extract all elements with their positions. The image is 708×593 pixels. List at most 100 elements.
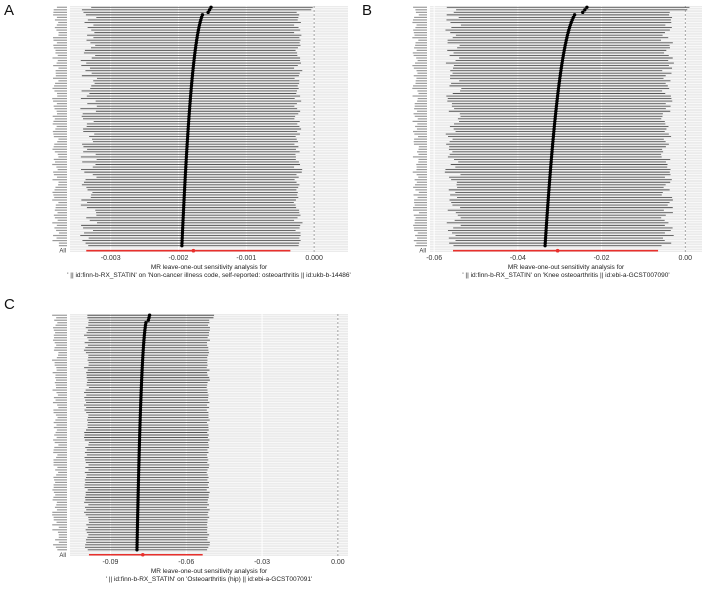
- estimate-point: [183, 180, 187, 184]
- estimate-point: [192, 53, 197, 58]
- estimate-point: [553, 119, 557, 124]
- estimate-point: [186, 119, 191, 124]
- estimate-point: [561, 53, 566, 58]
- estimate-point: [136, 485, 141, 490]
- estimate-point: [139, 393, 143, 397]
- estimate-point: [140, 375, 144, 380]
- estimate-point: [136, 488, 140, 492]
- estimate-point: [185, 142, 189, 146]
- estimate-point: [136, 505, 140, 510]
- estimate-point: [186, 127, 190, 131]
- estimate-point: [180, 241, 184, 245]
- estimate-point: [137, 438, 142, 442]
- estimate-point: [186, 122, 191, 126]
- estimate-point: [135, 548, 139, 552]
- estimate-point: [186, 132, 190, 136]
- estimate-point: [192, 56, 196, 60]
- estimate-point: [544, 231, 548, 235]
- estimate-point: [546, 200, 550, 205]
- estimate-point: [135, 525, 140, 530]
- estimate-point: [184, 155, 189, 159]
- x-tick-label: 0.00: [678, 255, 692, 262]
- estimate-point: [140, 368, 144, 372]
- estimate-point: [551, 134, 556, 139]
- estimate-point: [193, 48, 197, 53]
- estimate-point: [581, 10, 585, 15]
- estimate-point: [196, 30, 200, 35]
- estimate-point: [184, 165, 188, 169]
- estimate-point: [136, 473, 141, 477]
- estimate-point: [545, 210, 549, 215]
- estimate-point: [560, 61, 564, 65]
- estimate-point: [553, 114, 558, 119]
- overall-label: All: [419, 249, 426, 255]
- estimate-point: [558, 76, 562, 80]
- estimate-point: [190, 71, 195, 75]
- estimate-point: [548, 170, 553, 174]
- estimate-point: [136, 498, 140, 502]
- estimate-point: [548, 175, 552, 179]
- panel-c: C All -0.09 -0.06 -0.03 0.00 MR leave-one-out…: [0, 294, 360, 593]
- estimate-point: [562, 51, 566, 55]
- estimate-point: [551, 137, 555, 141]
- estimate-point: [183, 172, 188, 177]
- estimate-point: [137, 458, 141, 462]
- estimate-point: [182, 185, 187, 190]
- panel-b: B All -0.06 -0.04 -0.02 0.00 MR leave-one-out…: [362, 0, 708, 290]
- estimate-point: [137, 460, 141, 465]
- estimate-point: [190, 74, 195, 78]
- estimate-point: [183, 175, 187, 179]
- estimate-point: [551, 139, 555, 144]
- estimate-point: [547, 183, 552, 187]
- estimate-point: [137, 463, 141, 467]
- estimate-point: [550, 142, 555, 146]
- estimate-point: [142, 336, 146, 340]
- estimate-point: [559, 66, 563, 70]
- estimate-point: [550, 147, 554, 151]
- estimate-point: [552, 124, 557, 129]
- estimate-point: [182, 188, 187, 192]
- estimate-point: [189, 84, 194, 88]
- estimate-point: [183, 178, 187, 182]
- estimate-point: [553, 112, 558, 116]
- x-tick-label: -0.03: [254, 559, 270, 566]
- estimate-point: [558, 74, 562, 78]
- estimate-point: [181, 216, 185, 220]
- estimate-point: [198, 20, 202, 25]
- estimate-point: [180, 231, 185, 235]
- estimate-point: [184, 157, 188, 162]
- estimate-point: [146, 318, 151, 322]
- x-tick-label: -0.003: [101, 255, 121, 262]
- estimate-point: [189, 86, 193, 91]
- estimate-point: [187, 117, 191, 121]
- estimate-point: [183, 183, 187, 187]
- estimate-point: [543, 243, 547, 248]
- estimate-point: [550, 145, 555, 149]
- estimate-point: [141, 355, 145, 360]
- forest-plot-a: All -0.003 -0.002 -0.001 0.000 MR leave-one-o…: [52, 5, 351, 279]
- overall-estimate-point: [140, 552, 145, 557]
- estimate-point: [209, 5, 213, 9]
- estimate-point: [193, 46, 198, 50]
- estimate-point: [135, 530, 140, 534]
- x-tick-label: -0.06: [426, 255, 442, 262]
- estimate-point: [555, 96, 559, 101]
- estimate-point: [191, 66, 195, 70]
- estimate-point: [193, 51, 197, 55]
- estimate-point: [181, 213, 185, 217]
- estimate-point: [557, 81, 561, 86]
- estimate-point: [138, 425, 142, 430]
- estimate-point: [559, 68, 563, 73]
- estimate-point: [187, 109, 192, 113]
- estimate-point: [139, 390, 143, 395]
- x-tick-label: -0.001: [236, 255, 256, 262]
- estimate-point: [549, 157, 554, 162]
- estimate-point: [545, 208, 550, 212]
- overall-estimate-point: [555, 248, 560, 253]
- estimate-point: [564, 38, 568, 42]
- panel-a: A All -0.003 -0.002 -0.001 0.000 MR leave-one…: [0, 0, 360, 290]
- estimate-point: [548, 167, 553, 172]
- estimate-point: [182, 193, 186, 197]
- estimate-point: [192, 58, 196, 63]
- estimate-point: [135, 535, 139, 539]
